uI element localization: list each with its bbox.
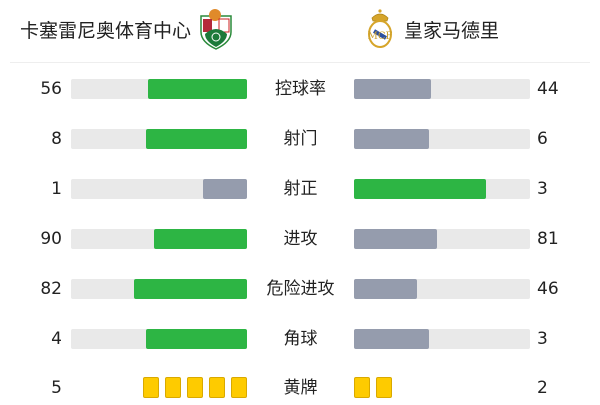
stat-row-yellow-cards: 5 黄牌 2 (0, 377, 600, 399)
away-stat-bar (354, 129, 530, 149)
away-stat-bar-fill (354, 179, 486, 199)
away-stat-value: 46 (537, 279, 559, 299)
away-yellow-cards-value: 2 (537, 378, 548, 398)
stat-row: 8 射门 6 (0, 128, 600, 150)
away-team-logo-icon: MCF (368, 9, 393, 48)
away-team: MCF 皇家马德里 (366, 9, 500, 48)
stat-row: 1 射正 3 (0, 178, 600, 200)
away-stat-value: 6 (537, 129, 548, 149)
away-stat-bar (354, 279, 530, 299)
away-stat-bar-fill (354, 279, 418, 299)
yellow-card-icon (187, 377, 203, 398)
yellow-card-icon (354, 377, 370, 398)
away-stat-bar-fill (354, 229, 438, 249)
yellow-cards-label: 黄牌 (283, 378, 318, 398)
home-stat-value: 82 (40, 279, 62, 299)
away-stat-bar-fill (354, 329, 430, 349)
home-stat-value: 56 (40, 79, 62, 99)
header-divider (10, 62, 590, 63)
home-stat-bar (71, 79, 247, 99)
stat-label: 危险进攻 (266, 279, 335, 299)
away-stat-bar (354, 229, 530, 249)
home-stat-bar-fill (134, 279, 247, 299)
home-stat-value: 90 (40, 229, 62, 249)
yellow-card-icon (143, 377, 159, 398)
home-stat-value: 1 (51, 179, 62, 199)
away-yellow-cards (354, 377, 392, 398)
away-stat-value: 3 (537, 329, 548, 349)
yellow-card-icon (209, 377, 225, 398)
home-yellow-cards-value: 5 (51, 378, 62, 398)
home-stat-value: 8 (51, 129, 62, 149)
home-stat-bar-fill (154, 229, 247, 249)
stat-label: 射门 (283, 129, 318, 149)
yellow-card-icon (376, 377, 392, 398)
home-stat-bar (71, 129, 247, 149)
away-stat-value: 81 (537, 229, 559, 249)
stat-label: 角球 (283, 329, 318, 349)
stat-row: 82 危险进攻 46 (0, 278, 600, 300)
home-stat-bar-fill (146, 129, 247, 149)
stat-label: 射正 (283, 179, 318, 199)
stat-row: 90 进攻 81 (0, 228, 600, 250)
stat-row: 56 控球率 44 (0, 78, 600, 100)
home-team: 卡塞雷尼奥体育中心 (20, 9, 233, 50)
stat-label: 进攻 (283, 229, 318, 249)
stat-row: 4 角球 3 (0, 328, 600, 350)
stat-label: 控球率 (275, 79, 326, 99)
yellow-card-icon (165, 377, 181, 398)
home-stat-bar (71, 279, 247, 299)
home-team-name: 卡塞雷尼奥体育中心 (20, 19, 192, 42)
home-stat-bar (71, 329, 247, 349)
yellow-card-icon (231, 377, 247, 398)
home-stat-bar (71, 179, 247, 199)
home-stat-value: 4 (51, 329, 62, 349)
home-stat-bar-fill (148, 79, 247, 99)
svg-text:MCF: MCF (368, 31, 393, 42)
away-stat-bar-fill (354, 129, 430, 149)
home-stat-bar (71, 229, 247, 249)
home-team-logo-icon (200, 9, 232, 50)
away-stat-bar-fill (354, 79, 432, 99)
home-stat-bar-fill (146, 329, 247, 349)
away-team-name: 皇家马德里 (404, 19, 500, 42)
home-stat-bar-fill (203, 179, 247, 199)
away-stat-value: 3 (537, 179, 548, 199)
away-stat-bar (354, 179, 530, 199)
away-stat-bar (354, 329, 530, 349)
home-yellow-cards (143, 377, 247, 398)
away-stat-bar (354, 79, 530, 99)
away-stat-value: 44 (537, 79, 559, 99)
